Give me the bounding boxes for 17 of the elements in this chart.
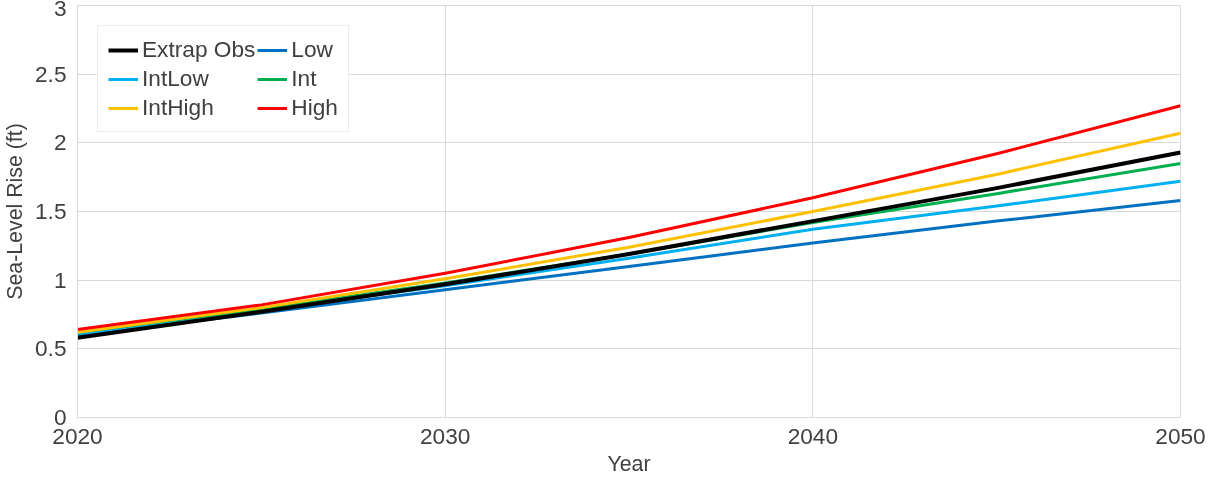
- legend-label: Int: [291, 65, 317, 92]
- y-tick-label: 1: [53, 266, 67, 293]
- legend-label: IntLow: [142, 65, 209, 92]
- y-tick-label: 2: [53, 129, 67, 156]
- x-tick-label: 2030: [419, 422, 471, 449]
- legend-label: Low: [291, 36, 333, 63]
- legend-label: High: [291, 94, 338, 121]
- y-tick-label: 1.5: [35, 198, 67, 224]
- y-tick-label: 3: [53, 0, 67, 21]
- x-axis-title: Year: [607, 451, 651, 476]
- x-tick-label: 2050: [1155, 422, 1206, 449]
- x-tick-label: 2040: [787, 422, 839, 449]
- y-axis-title: Sea-Level Rise (ft): [3, 123, 27, 300]
- legend-label: Extrap Obs: [142, 36, 256, 63]
- legend-label: IntHigh: [142, 94, 214, 121]
- y-tick-label: 0.5: [35, 335, 67, 362]
- y-tick-label: 2.5: [35, 60, 67, 87]
